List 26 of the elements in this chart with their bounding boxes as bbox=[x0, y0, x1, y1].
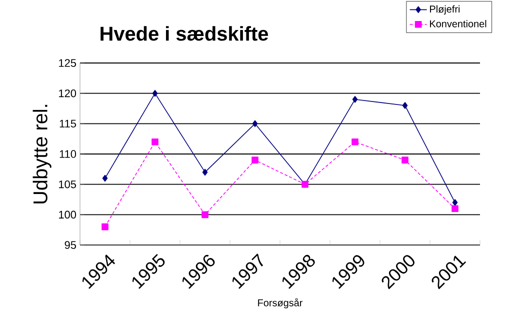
point bbox=[402, 156, 408, 164]
point bbox=[352, 138, 358, 146]
point bbox=[202, 211, 208, 218]
chart-title: Hvede i sædskifte bbox=[100, 26, 268, 41]
point bbox=[352, 96, 358, 103]
point bbox=[152, 90, 158, 97]
legend-label: Konventionel bbox=[430, 20, 486, 28]
point bbox=[252, 120, 258, 128]
y-tick-label: 95 bbox=[64, 241, 76, 249]
point bbox=[402, 102, 408, 109]
y-tick-label: 125 bbox=[59, 59, 76, 67]
point bbox=[452, 199, 458, 206]
y-tick-label: 110 bbox=[60, 150, 76, 158]
y-tick-label: 105 bbox=[59, 180, 76, 188]
point bbox=[452, 205, 458, 212]
point bbox=[102, 174, 108, 182]
point bbox=[102, 223, 108, 230]
point bbox=[252, 156, 258, 164]
y-tick-label: 115 bbox=[60, 120, 76, 128]
legend-label: Pløjefri bbox=[430, 5, 460, 15]
y-tick-label: 100 bbox=[59, 210, 76, 219]
point bbox=[202, 168, 208, 176]
y-tick-label: 120 bbox=[59, 89, 76, 98]
point bbox=[152, 138, 158, 146]
y-axis-title: Udbytte rel. bbox=[32, 104, 52, 204]
x-axis-title: Forsøgsår bbox=[258, 298, 303, 308]
